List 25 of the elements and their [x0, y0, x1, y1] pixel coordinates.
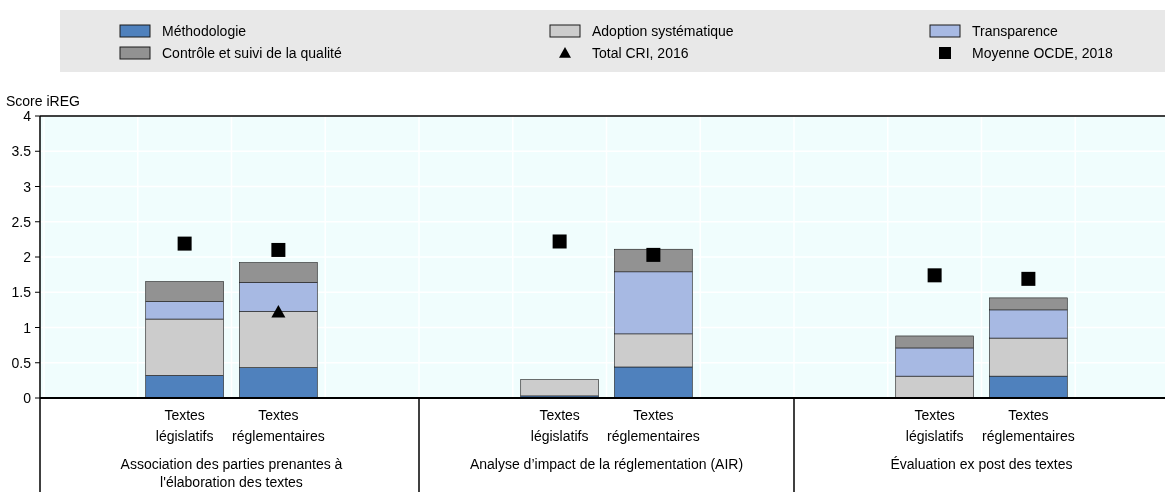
legend-label: Méthodologie [162, 23, 247, 39]
y-tick-label: 0 [23, 390, 32, 406]
x-tick-label: Textes réglementaires [607, 407, 700, 444]
x-tick-label: Textes législatifs [905, 407, 964, 444]
legend-label: Moyenne OCDE, 2018 [972, 45, 1114, 61]
y-tick-label: 4 [23, 108, 32, 124]
x-tick-label: Textes législatifs [155, 407, 214, 444]
y-tick-label: 3 [23, 178, 32, 195]
x-tick-label: Textes réglementaires [982, 407, 1075, 444]
x-tick-label: Textes législatifs [530, 407, 589, 444]
y-axis-title: Score iREG [6, 93, 80, 109]
y-tick-label: 2.5 [11, 213, 32, 230]
text: Analyse d’impact de la réglementation (AIR) [469, 456, 744, 472]
legend-label: Transparence [972, 23, 1059, 39]
x-tick-label: Textes réglementaires [232, 407, 325, 444]
y-tick-label: 2 [23, 249, 32, 265]
text: Évaluation ex post des textes [890, 456, 1073, 472]
legend-label: Contrôle et suivi de la qualité [162, 45, 342, 61]
legend-label: Adoption systématique [592, 23, 734, 39]
legend-label: Total CRI, 2016 [592, 45, 689, 61]
text: Association des parties prenantes à l'élaboration des textes [120, 456, 343, 490]
y-tick-label: 1.5 [11, 284, 32, 301]
y-tick-label: 1 [23, 319, 32, 336]
y-tick-label: 3.5 [11, 143, 32, 160]
y-tick-label: 0.5 [11, 354, 32, 371]
